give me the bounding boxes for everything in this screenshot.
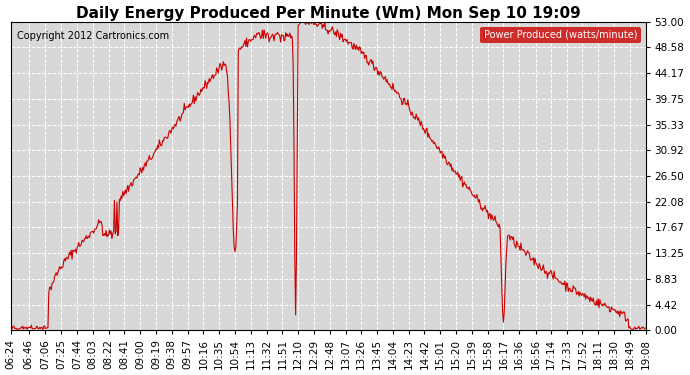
Legend: Power Produced (watts/minute): Power Produced (watts/minute) [480,27,641,44]
Title: Daily Energy Produced Per Minute (Wm) Mon Sep 10 19:09: Daily Energy Produced Per Minute (Wm) Mo… [76,6,580,21]
Text: Copyright 2012 Cartronics.com: Copyright 2012 Cartronics.com [17,31,169,41]
